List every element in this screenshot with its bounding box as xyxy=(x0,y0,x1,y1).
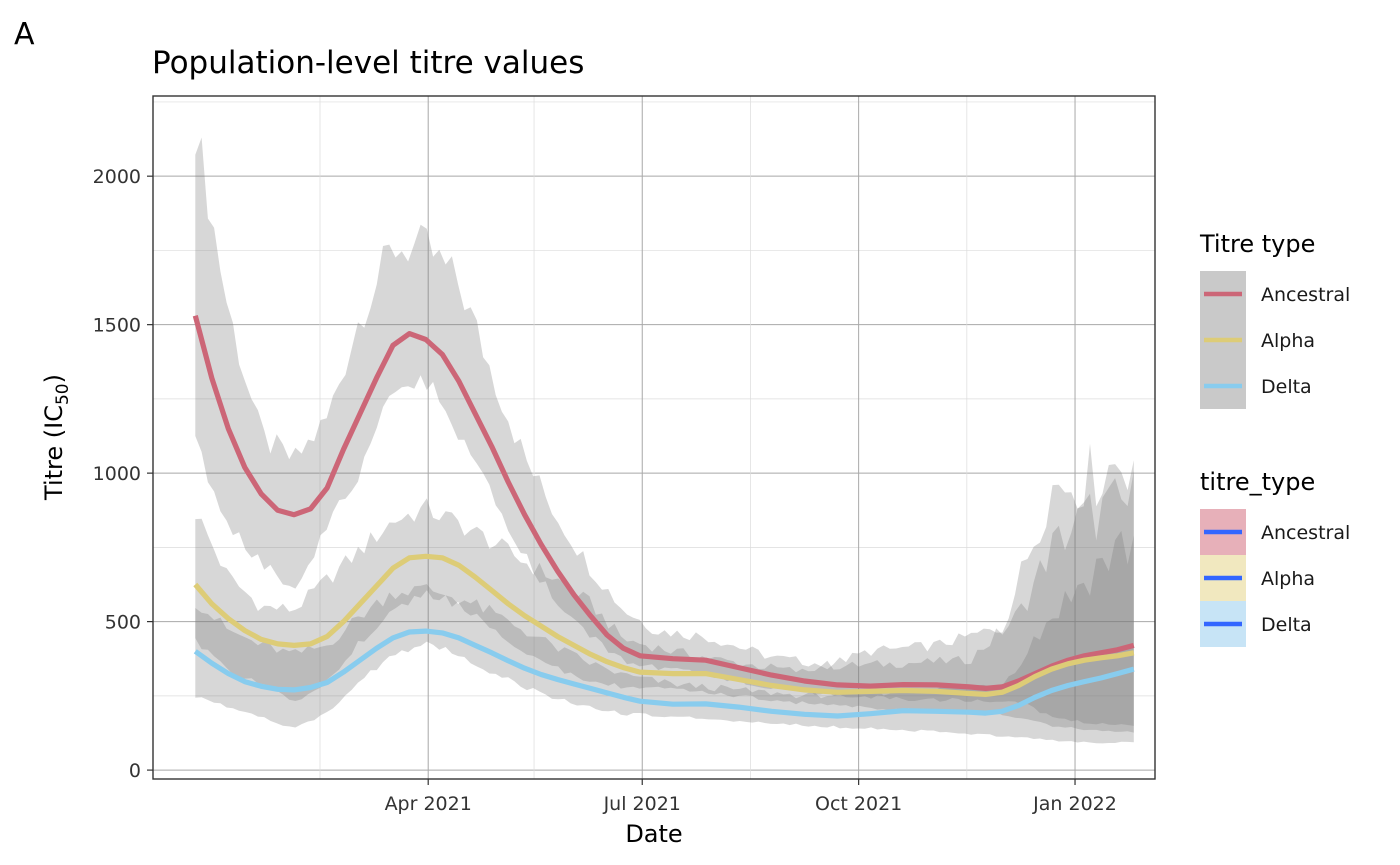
line-delta xyxy=(193,628,1135,719)
legend-title-0: Titre type xyxy=(1199,230,1315,258)
x-tick-label: Oct 2021 xyxy=(815,793,902,815)
y-tick-label: 1000 xyxy=(93,463,141,485)
line-alpha xyxy=(193,553,1135,697)
legend-label: Alpha xyxy=(1261,330,1315,352)
legend-label: Delta xyxy=(1261,614,1312,636)
y-tick-label: 0 xyxy=(129,760,141,782)
x-tick-label: Apr 2021 xyxy=(385,793,472,815)
chart-title: Population-level titre values xyxy=(152,45,584,81)
legend-label: Ancestral xyxy=(1261,522,1350,544)
legend-label: Delta xyxy=(1261,376,1312,398)
line-ancestral xyxy=(192,315,1135,691)
panel-border xyxy=(152,95,1156,780)
ribbon-alpha xyxy=(195,443,1134,733)
x-tick-label: Jan 2022 xyxy=(1032,793,1117,815)
legend-label: Alpha xyxy=(1261,568,1315,590)
y-axis-label: Titre (IC50) xyxy=(40,374,73,501)
legend-title-1: titre_type xyxy=(1200,468,1315,496)
plot-area xyxy=(152,95,1156,780)
y-tick-label: 500 xyxy=(105,612,141,634)
legend-label: Ancestral xyxy=(1261,284,1350,306)
x-axis-label: Date xyxy=(625,820,682,848)
legends: Titre type Ancestral Alpha Delta titre_type A… xyxy=(1199,230,1350,647)
y-axis: 0 500 1000 1500 2000 xyxy=(93,166,153,782)
ribbon-ancestral xyxy=(195,137,1134,726)
y-axis-label-suffix: ) xyxy=(40,374,68,383)
y-tick-label: 1500 xyxy=(93,315,141,337)
y-axis-label-subscript: 50 xyxy=(53,383,73,405)
y-tick-label: 2000 xyxy=(93,166,141,188)
panel-tag: A xyxy=(14,17,35,52)
x-tick-label: Jul 2021 xyxy=(603,793,681,815)
x-axis: Apr 2021 Jul 2021 Oct 2021 Jan 2022 xyxy=(385,779,1117,815)
series-lines xyxy=(192,315,1135,719)
y-axis-label-prefix: Titre (IC xyxy=(40,405,68,501)
gridlines xyxy=(153,96,1155,779)
